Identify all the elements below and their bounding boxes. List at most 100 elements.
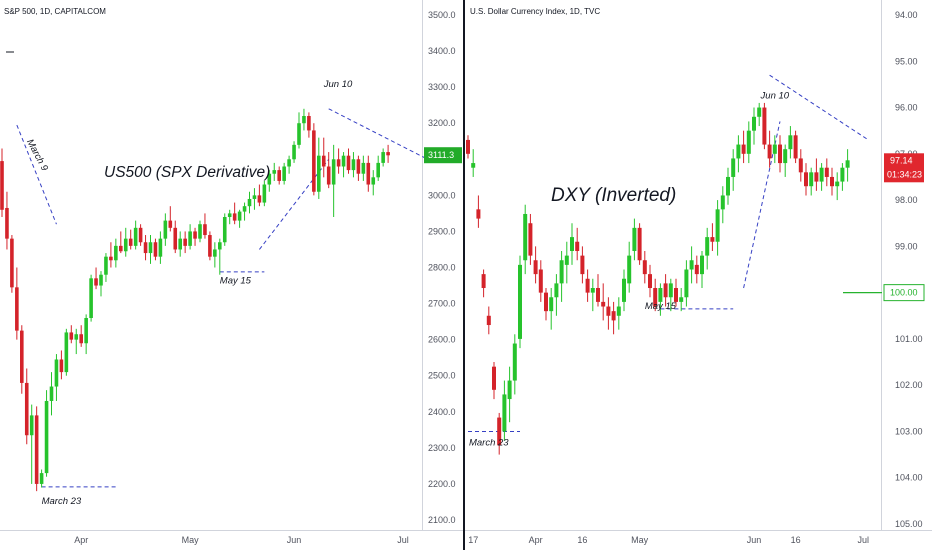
left-candle-body bbox=[232, 213, 237, 221]
left-candle-body bbox=[5, 207, 9, 239]
right-horizontal-line: 100.00 bbox=[843, 284, 925, 302]
left-candle-body bbox=[148, 242, 153, 254]
left-candle-body bbox=[158, 238, 163, 257]
right-countdown-text: 01:34:23 bbox=[887, 169, 922, 179]
left-candle-body bbox=[237, 211, 242, 221]
right-candle-body bbox=[715, 209, 720, 242]
left-candle-body bbox=[203, 224, 207, 236]
right-candle-body bbox=[835, 181, 840, 187]
left-y-tick-label: 3400.0 bbox=[428, 46, 456, 56]
left-candle-body bbox=[222, 217, 227, 243]
left-chart-annotation: US500 (SPX Derivative) bbox=[104, 164, 270, 181]
left-annotations: March 9 March 23 May 15 Jun 10 bbox=[24, 79, 353, 507]
right-candle-body bbox=[674, 288, 678, 302]
right-candle-body bbox=[694, 264, 699, 275]
left-label-march-9: March 9 bbox=[24, 137, 50, 173]
left-candle-body bbox=[99, 274, 103, 286]
left-candle-body bbox=[282, 166, 286, 181]
right-candle-body bbox=[726, 176, 730, 196]
left-candle-body bbox=[104, 256, 108, 275]
left-candle-body bbox=[34, 415, 39, 484]
left-y-tick-label: 3500.0 bbox=[428, 10, 456, 20]
right-candle-body bbox=[824, 167, 829, 177]
right-candle-body bbox=[632, 227, 637, 251]
left-candle-body bbox=[89, 278, 93, 318]
right-candle-body bbox=[507, 380, 512, 400]
left-date-label: Jun 10 bbox=[323, 79, 353, 90]
left-candle-body bbox=[0, 161, 4, 210]
left-candle-body bbox=[371, 177, 376, 185]
right-x-tick-label: May bbox=[631, 535, 649, 545]
right-candle-body bbox=[486, 315, 491, 326]
right-candle-body bbox=[497, 417, 502, 446]
left-candle-body bbox=[10, 238, 14, 288]
left-candle-body bbox=[143, 242, 148, 254]
right-y-tick-label: 96.00 bbox=[895, 103, 918, 113]
left-y-tick-label: 2900.0 bbox=[428, 226, 456, 236]
right-x-tick-label: Jun bbox=[747, 535, 762, 545]
right-y-tick-label: 95.00 bbox=[895, 56, 918, 66]
right-candle-body bbox=[627, 255, 632, 284]
left-candle-body bbox=[163, 220, 168, 239]
right-candle-body bbox=[788, 135, 793, 150]
left-y-tick-label: 2600.0 bbox=[428, 335, 456, 345]
left-candle-body bbox=[366, 162, 371, 185]
left-candle-body bbox=[69, 332, 74, 340]
left-candle-body bbox=[54, 359, 59, 387]
right-hline-text: 100.00 bbox=[890, 288, 918, 298]
left-y-tick-label: 2100.0 bbox=[428, 515, 456, 525]
right-time-axis: 17 Apr 16 May Jun 16 Jul bbox=[468, 535, 869, 545]
left-time-axis: MarAprMayJunJul bbox=[74, 535, 409, 545]
right-candle-body bbox=[637, 227, 642, 261]
right-hline-pill bbox=[883, 284, 925, 302]
right-date-label: May 15 bbox=[645, 301, 677, 312]
right-candle-body bbox=[471, 163, 476, 168]
left-candle-body bbox=[346, 155, 351, 171]
right-candle-body bbox=[819, 167, 824, 182]
right-candle-body bbox=[518, 264, 522, 339]
left-candle-body bbox=[198, 224, 202, 239]
right-candle-body bbox=[840, 167, 845, 182]
right-candle-body bbox=[512, 343, 517, 381]
left-candle-body bbox=[119, 245, 123, 252]
left-y-tick-label: 3000.0 bbox=[428, 190, 456, 200]
left-candle-body bbox=[44, 400, 49, 474]
left-candle-body bbox=[15, 287, 19, 331]
right-candle-body bbox=[767, 144, 772, 159]
left-candle-body bbox=[193, 231, 197, 239]
right-candle-body bbox=[684, 269, 689, 298]
right-candle-body bbox=[648, 274, 652, 289]
right-candle-body bbox=[611, 311, 616, 321]
left-x-tick-label: Jun bbox=[287, 535, 302, 545]
left-y-tick-label: 3200.0 bbox=[428, 118, 456, 128]
right-candle-body bbox=[746, 130, 751, 154]
right-y-tick-label: 101.00 bbox=[895, 334, 923, 344]
right-candle-body bbox=[752, 116, 756, 131]
left-candle-body bbox=[302, 116, 306, 124]
left-candles bbox=[0, 108, 390, 492]
panel-divider[interactable] bbox=[463, 0, 465, 550]
right-y-tick-label: 99.00 bbox=[895, 241, 918, 251]
right-candle-body bbox=[606, 306, 611, 316]
left-candle-body bbox=[326, 166, 331, 185]
left-candle-body bbox=[74, 334, 79, 340]
left-candle-body bbox=[331, 159, 336, 185]
left-candle-body bbox=[39, 473, 44, 484]
left-candle-body bbox=[297, 123, 301, 145]
right-candle-body bbox=[590, 288, 595, 293]
left-y-tick-label: 2400.0 bbox=[428, 407, 456, 417]
right-chart-title: U.S. Dollar Currency Index, 1D, TVC bbox=[470, 7, 600, 16]
right-last-price-pill bbox=[884, 153, 924, 183]
left-candle-body bbox=[262, 184, 267, 203]
left-candle-body bbox=[356, 159, 361, 174]
right-candle-body bbox=[570, 237, 574, 251]
right-candle-body bbox=[762, 107, 767, 145]
left-x-tick-label: Jul bbox=[397, 535, 409, 545]
right-candle-body bbox=[668, 283, 673, 298]
left-candle-body bbox=[173, 227, 178, 250]
left-y-tick-label: 2700.0 bbox=[428, 299, 456, 309]
right-candle-body bbox=[575, 241, 580, 251]
right-candle-body bbox=[793, 135, 798, 159]
left-candle-body bbox=[272, 170, 277, 174]
